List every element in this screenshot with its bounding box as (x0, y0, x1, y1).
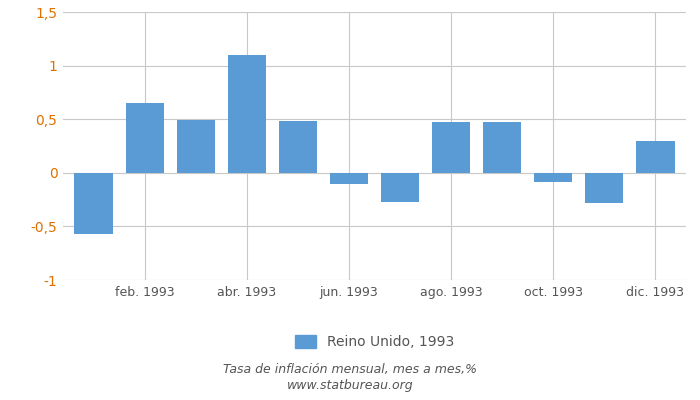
Text: www.statbureau.org: www.statbureau.org (287, 380, 413, 392)
Bar (585, 173, 624, 203)
Bar (176, 120, 215, 173)
Bar (432, 122, 470, 173)
Bar (534, 173, 573, 182)
Bar (74, 173, 113, 234)
Text: Tasa de inflación mensual, mes a mes,%: Tasa de inflación mensual, mes a mes,% (223, 364, 477, 376)
Bar (483, 122, 522, 173)
Legend: Reino Unido, 1993: Reino Unido, 1993 (295, 335, 454, 349)
Bar (125, 103, 164, 173)
Bar (228, 55, 266, 173)
Bar (279, 121, 317, 173)
Bar (330, 173, 368, 184)
Bar (381, 173, 419, 202)
Bar (636, 141, 675, 173)
